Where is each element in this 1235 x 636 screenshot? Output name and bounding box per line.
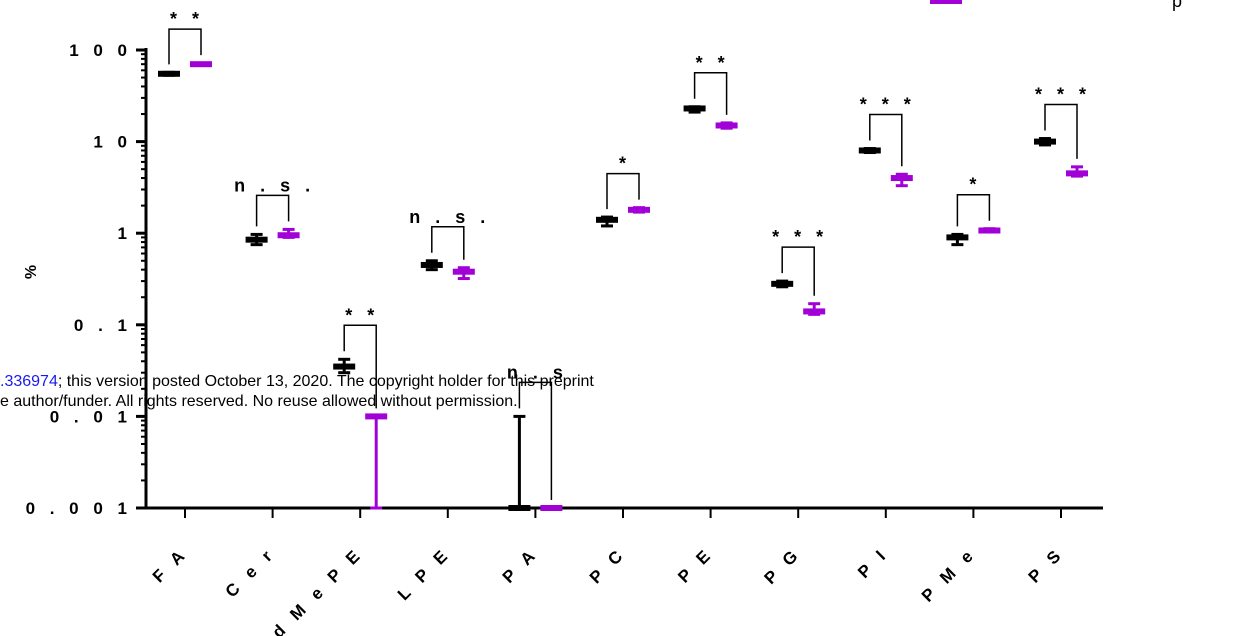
legend: p: [930, 0, 1182, 11]
data-point: [771, 280, 794, 287]
legend-swatch-series-1: [930, 0, 962, 4]
x-category-label: L P E: [394, 543, 455, 604]
x-category-label: P S: [1025, 543, 1068, 586]
significance-label: * * *: [860, 95, 916, 115]
significance-bracket: * *: [693, 53, 730, 115]
legend-entry-text: p: [1172, 0, 1182, 11]
data-marks: [158, 61, 1088, 511]
watermark-link[interactable]: .336974: [0, 373, 58, 390]
bracket-line: [343, 324, 377, 409]
data-point: [978, 227, 1001, 234]
x-category-label: C e r: [222, 543, 280, 601]
data-point: [540, 505, 563, 511]
bracket-line: [956, 193, 991, 227]
data-point: [333, 363, 356, 370]
data-point: [803, 308, 826, 315]
significance-bracket: *: [606, 154, 640, 210]
data-point: [628, 206, 650, 213]
significance-bracket: n . s: [507, 362, 568, 500]
significance-bracket: *: [956, 175, 991, 227]
x-category-label: P A: [499, 543, 542, 586]
data-point: [452, 268, 475, 275]
bracket-line: [255, 194, 290, 227]
y-tick-label: 0 . 0 1: [50, 407, 132, 426]
bracket-line: [869, 113, 903, 167]
data-point: [1066, 170, 1088, 177]
significance-bracket: * *: [168, 9, 204, 65]
significance-label: * * *: [772, 227, 828, 247]
watermark-line1: ; this version posted October 13, 2020. …: [58, 373, 595, 390]
data-point: [683, 105, 706, 112]
y-tick-label: 1: [118, 224, 132, 243]
significance-label: * * *: [1035, 85, 1091, 105]
watermark: .336974; this version posted October 13,…: [0, 373, 594, 410]
significance-bracket: n . s .: [409, 207, 490, 260]
data-point: [277, 232, 300, 239]
x-category-label: P E: [674, 543, 717, 586]
data-point: [420, 261, 443, 268]
bracket-line: [1044, 103, 1078, 159]
significance-bracket: * * *: [1035, 85, 1091, 159]
data-point: [596, 216, 618, 223]
bracket-line: [168, 28, 202, 65]
significance-bracket: n . s .: [234, 175, 315, 227]
data-point: [858, 147, 881, 154]
significance-label: *: [619, 154, 631, 174]
significance-label: n . s: [507, 362, 568, 382]
bracket-line: [693, 72, 728, 115]
data-point: [190, 61, 212, 68]
data-point: [508, 505, 531, 511]
data-point: [158, 70, 180, 77]
significance-label: *: [969, 175, 981, 195]
bracket-line: [606, 172, 640, 210]
data-point: [365, 413, 388, 420]
x-category-label: P G: [760, 543, 805, 588]
data-point: [890, 175, 913, 182]
bracket-line: [781, 246, 815, 296]
significance-label: * *: [696, 53, 730, 73]
y-tick-label: 1 0: [93, 133, 132, 152]
data-point: [715, 122, 738, 129]
axes: 1 0 0 1 0 1 0 . 1 0 . 0 1 0 . 0 0 1 F A C e rd …: [26, 41, 1103, 636]
x-category-label: d M e P E: [269, 543, 367, 636]
significance-label: * *: [170, 9, 204, 29]
svg-text:.336974; this version posted O: .336974; this version posted October 13,…: [0, 373, 594, 390]
y-tick-label: 1 0 0: [69, 41, 132, 60]
bracket-line: [431, 226, 465, 260]
y-tick-label: 0 . 1: [74, 316, 132, 335]
watermark-line2: e author/funder. All rights reserved. No…: [0, 393, 518, 410]
x-category-label: F A: [149, 543, 192, 586]
significance-label: * *: [345, 305, 379, 325]
significance-bracket: * * *: [860, 95, 916, 167]
x-category-label: P I: [854, 543, 893, 582]
significance-annotations: * * n . s . * * n . s . n . s * * * * * * * * * *…: [168, 9, 1091, 500]
significance-label: n . s .: [234, 175, 315, 195]
x-category-label: P C: [586, 543, 630, 587]
significance-bracket: * *: [343, 305, 379, 409]
y-axis-label: %: [23, 265, 40, 279]
data-point: [1034, 138, 1056, 145]
significance-label: n . s .: [409, 207, 490, 227]
significance-bracket: * * *: [772, 227, 828, 296]
x-category-label: P M e: [918, 543, 980, 605]
bracket-line: [518, 381, 553, 500]
data-point: [946, 234, 969, 241]
data-point: [245, 236, 268, 243]
y-tick-label: 0 . 0 0 1: [26, 499, 132, 518]
